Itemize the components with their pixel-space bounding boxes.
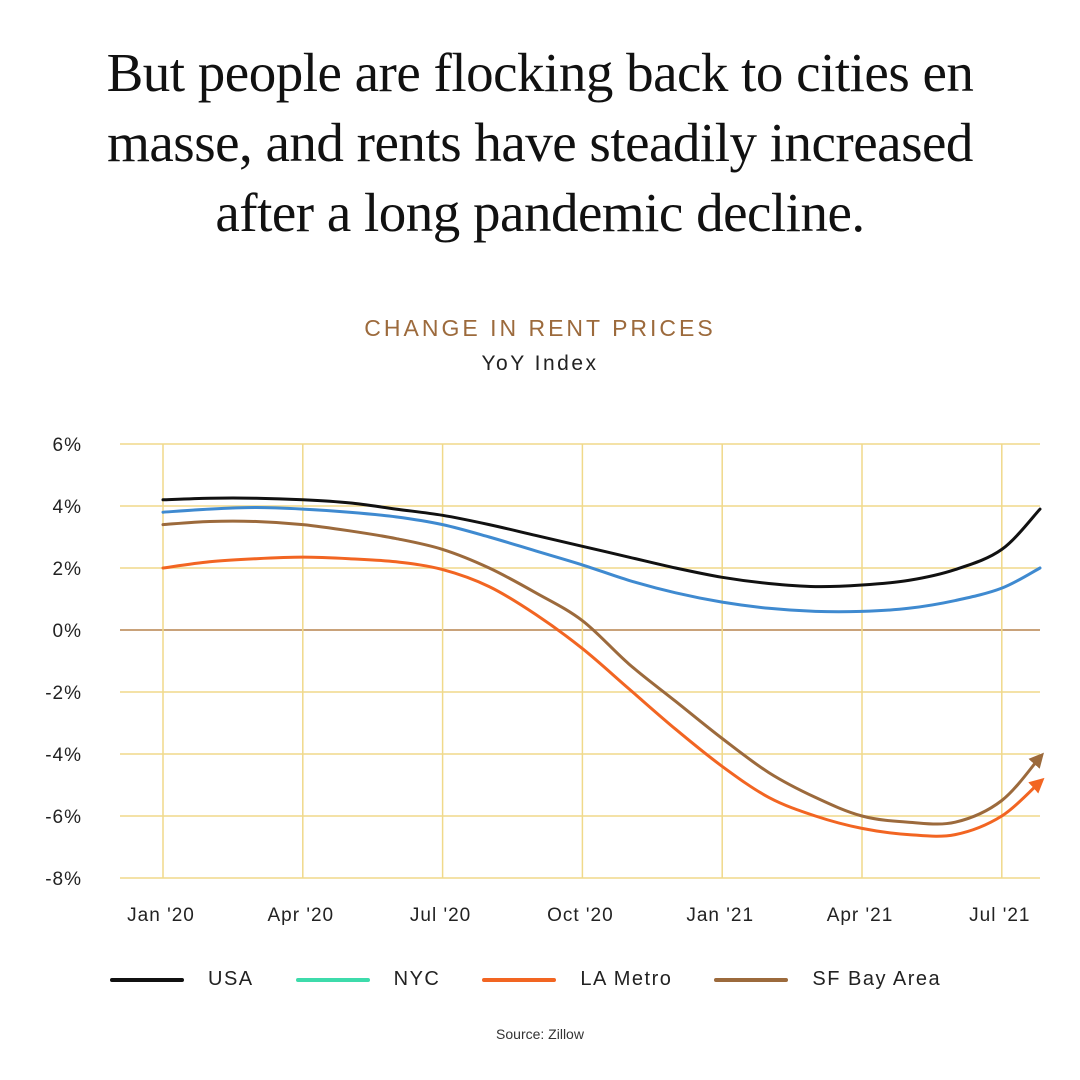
legend-swatch bbox=[110, 977, 184, 982]
series-lines bbox=[161, 496, 1045, 838]
y-tick-label: -8% bbox=[45, 869, 82, 890]
x-axis: Jan '20 Apr '20 Jul '20 Oct '20 Jan '21 Apr '… bbox=[127, 905, 1030, 926]
x-tick-label: Jul '20 bbox=[410, 905, 471, 926]
headline-line: masse, and rents have steadily increased bbox=[107, 112, 973, 173]
series-line-sf-bay-area bbox=[161, 519, 1044, 826]
legend-label: SF Bay Area bbox=[812, 968, 942, 990]
legend-label: LA Metro bbox=[580, 968, 673, 990]
x-tick-label: Apr '20 bbox=[267, 905, 334, 926]
chart-subtitle: YoY Index bbox=[481, 352, 599, 375]
legend-item: SF Bay Area bbox=[714, 968, 941, 991]
legend-label: NYC bbox=[393, 968, 441, 990]
series-line-usa bbox=[161, 496, 1042, 589]
legend-swatch bbox=[714, 977, 789, 982]
legend-item: LA Metro bbox=[482, 968, 672, 991]
y-tick-label: 0% bbox=[53, 621, 82, 642]
x-tick-label: Oct '20 bbox=[547, 905, 614, 926]
legend-label: USA bbox=[208, 968, 254, 990]
y-tick-label: 6% bbox=[53, 435, 82, 456]
legend-item: USA bbox=[110, 968, 254, 991]
y-tick-label: 2% bbox=[53, 559, 82, 580]
y-tick-label: -6% bbox=[45, 807, 82, 828]
headline-line: But people are flocking back to cities e… bbox=[106, 42, 974, 103]
legend-swatch bbox=[295, 977, 370, 982]
series-line-la-metro bbox=[161, 555, 1045, 838]
legend: USA NYC LA Metro SF Bay Area bbox=[110, 968, 983, 991]
x-tick-label: Jan '21 bbox=[686, 905, 754, 926]
series-line-nyc bbox=[161, 506, 1042, 614]
y-tick-label: 4% bbox=[53, 497, 82, 518]
x-tick-label: Apr '21 bbox=[827, 905, 894, 926]
headline-line: after a long pandemic decline. bbox=[215, 182, 865, 243]
legend-swatch bbox=[482, 977, 557, 982]
headline: But people are flocking back to cities e… bbox=[0, 38, 1080, 248]
y-tick-label: -4% bbox=[45, 745, 82, 766]
legend-item: NYC bbox=[295, 968, 441, 991]
source-note: Source: Zillow bbox=[496, 1026, 584, 1042]
y-tick-label: -2% bbox=[45, 683, 82, 704]
y-axis: 6% 4% 2% 0% -2% -4% -6% -8% bbox=[45, 435, 82, 890]
x-tick-label: Jan '20 bbox=[127, 905, 195, 926]
x-tick-label: Jul '21 bbox=[969, 905, 1030, 926]
chart-title: CHANGE IN RENT PRICES bbox=[364, 315, 716, 341]
grid bbox=[120, 443, 1040, 879]
